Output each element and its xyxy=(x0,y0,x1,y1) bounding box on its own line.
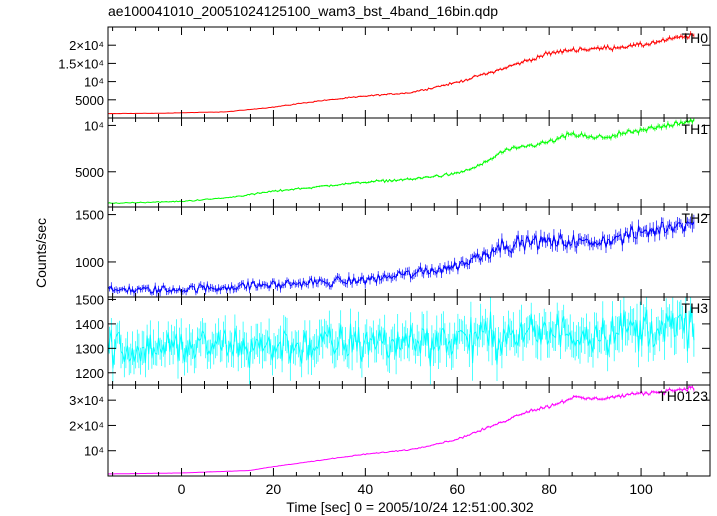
y-tick-label: 10⁴ xyxy=(84,444,104,459)
y-tick-label: 5000 xyxy=(75,165,104,180)
panel-frame xyxy=(107,26,711,119)
x-tick-labels: 0 20 40 60 80 100 xyxy=(178,481,653,497)
y-tick-label: 3×10⁴ xyxy=(69,393,104,408)
panel-frame xyxy=(107,384,711,477)
y-tick-label: 1200 xyxy=(75,366,104,381)
panel-th0: 5000 10⁴ 1.5×10⁴ 2×10⁴ TH0 xyxy=(58,26,711,119)
error-bars-th1 xyxy=(108,118,695,204)
y-tick-label: 1500 xyxy=(75,208,104,223)
y-tick-label: 1.5×10⁴ xyxy=(58,56,104,71)
panel-frame xyxy=(107,117,711,208)
error-bars-th3 xyxy=(108,297,695,385)
error-bars-th0 xyxy=(108,31,695,114)
panel-th1: 5000 10⁴ TH1 xyxy=(75,117,711,208)
y-tick-label: 1400 xyxy=(75,317,104,332)
y-tick-label: 5000 xyxy=(75,93,104,108)
panel-frame xyxy=(107,206,711,298)
figure-title: ae100041010_20051024125100_wam3_bst_4ban… xyxy=(108,3,498,19)
x-tick-label: 40 xyxy=(358,481,374,497)
x-tick-label: 100 xyxy=(629,481,653,497)
series-label-th3: TH3 xyxy=(682,300,709,316)
y-tick-label: 1300 xyxy=(75,341,104,356)
y-tick-label: 1000 xyxy=(75,255,104,270)
y-tick-label: 2×10⁴ xyxy=(69,418,104,433)
y-tick-label: 10⁴ xyxy=(84,75,104,90)
series-label-th0123: TH0123 xyxy=(658,388,708,404)
series-line-th1 xyxy=(108,118,695,204)
series-line-th0 xyxy=(108,32,695,115)
panels-group: 5000 10⁴ 1.5×10⁴ 2×10⁴ TH0 5000 10⁴ TH1 1000 1500… xyxy=(58,26,711,477)
x-tick-label: 60 xyxy=(449,481,465,497)
y-tick-label: 10⁴ xyxy=(84,118,104,133)
y-axis-label: Counts/sec xyxy=(33,218,49,288)
series-line-th0123 xyxy=(108,385,695,475)
series-label-th2: TH2 xyxy=(682,210,709,226)
error-bars-th2 xyxy=(108,214,695,297)
x-tick-label: 80 xyxy=(541,481,557,497)
series-line-th2 xyxy=(108,220,695,296)
x-tick-label: 20 xyxy=(266,481,282,497)
x-axis-label: Time [sec] 0 = 2005/10/24 12:51:00.302 xyxy=(286,499,534,515)
x-tick-label: 0 xyxy=(178,481,186,497)
series-label-th0: TH0 xyxy=(682,30,709,46)
panel-th0123: 10⁴ 2×10⁴ 3×10⁴ TH0123 xyxy=(69,384,711,477)
y-tick-label: 1500 xyxy=(75,292,104,307)
panel-th3: 1200 1300 1400 1500 TH3 xyxy=(75,292,711,386)
series-label-th1: TH1 xyxy=(682,121,709,137)
panel-th2: 1000 1500 TH2 xyxy=(75,206,711,298)
y-tick-label: 2×10⁴ xyxy=(69,38,104,53)
series-line-th3 xyxy=(108,305,695,369)
